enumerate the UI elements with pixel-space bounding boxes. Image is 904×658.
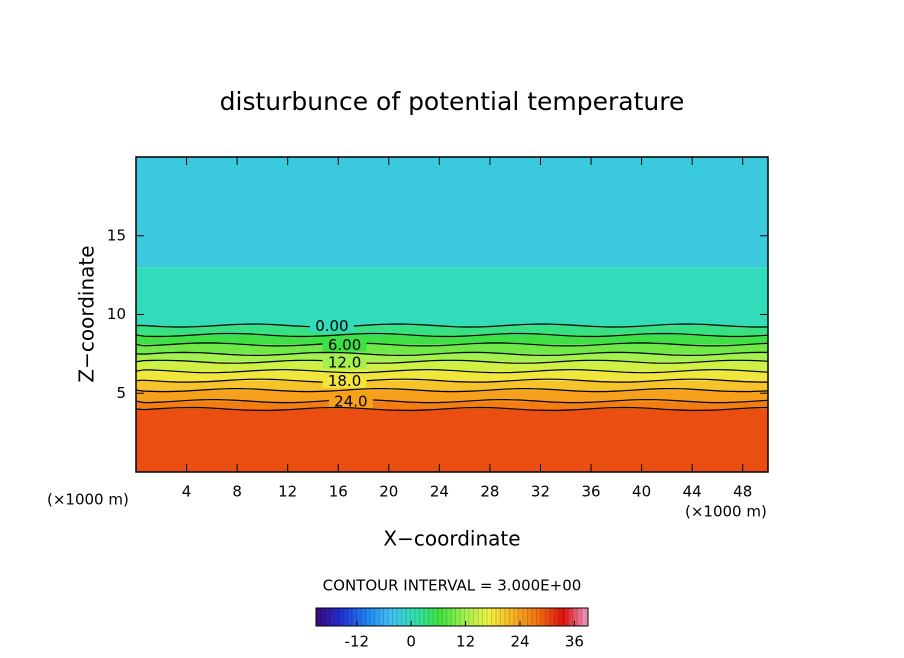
x-tick-label: 24	[430, 483, 449, 501]
contour-line	[135, 323, 769, 328]
contour-line	[135, 378, 768, 383]
x-tick-label: 48	[733, 483, 752, 501]
contour-line	[135, 332, 769, 338]
x-tick-label: 40	[632, 483, 651, 501]
contour-line	[135, 342, 769, 347]
y-tick-label: 15	[107, 226, 126, 244]
contour-line	[135, 406, 769, 412]
contour-line	[135, 398, 769, 404]
x-tick-label: 8	[232, 483, 242, 501]
field-band	[136, 401, 768, 409]
field-band	[136, 344, 768, 354]
field-band	[136, 390, 768, 402]
field-band	[136, 267, 768, 326]
colorbar-tick-label: 24	[510, 633, 529, 651]
field-band	[136, 371, 768, 381]
y-axis-label: Z−coordinate	[75, 245, 99, 382]
contour-label-bg	[328, 394, 373, 409]
colorbar-tick-label: 36	[565, 633, 584, 651]
contour-line	[135, 369, 769, 374]
x-tick-label: 16	[329, 483, 348, 501]
contour-line	[135, 351, 768, 357]
contour-label: 0.00	[315, 317, 348, 335]
contour-line	[135, 388, 769, 393]
contour-label: 12.0	[328, 353, 361, 371]
field-band	[136, 380, 768, 391]
x-tick-label: 28	[480, 483, 499, 501]
x-tick-label: 32	[531, 483, 550, 501]
colorbar-tick-label: 12	[456, 633, 475, 651]
chart-title: disturbunce of potential temperature	[220, 87, 685, 116]
field-band	[136, 361, 768, 372]
contour-label-bg	[309, 318, 354, 333]
contour-interval: CONTOUR INTERVAL = 3.000E+00	[323, 577, 582, 595]
contour-line	[135, 359, 769, 364]
contour-label-bg	[322, 354, 367, 369]
x-unit: (×1000 m)	[685, 503, 767, 521]
x-tick-label: 36	[581, 483, 600, 501]
x-tick-label: 4	[182, 483, 192, 501]
field-band	[136, 157, 768, 268]
y-tick-label: 5	[116, 384, 126, 402]
contour-label-bg	[322, 373, 367, 388]
field-band	[136, 409, 768, 472]
colorbar-tick-label: -12	[345, 633, 370, 651]
contour-label: 18.0	[328, 372, 361, 390]
field-band	[136, 334, 768, 345]
x-tick-label: 44	[683, 483, 702, 501]
x-tick-label: 20	[379, 483, 398, 501]
field-band	[136, 325, 768, 335]
y-unit: (×1000 m)	[47, 491, 129, 509]
x-axis-label: X−coordinate	[383, 527, 520, 551]
contour-label-bg	[322, 337, 367, 352]
field-band	[136, 353, 768, 362]
colorbar-tick-label: 0	[406, 633, 416, 651]
y-tick-label: 10	[107, 305, 126, 323]
contour-label: 24.0	[334, 393, 367, 411]
contour-label: 6.00	[328, 336, 361, 354]
x-tick-label: 12	[278, 483, 297, 501]
